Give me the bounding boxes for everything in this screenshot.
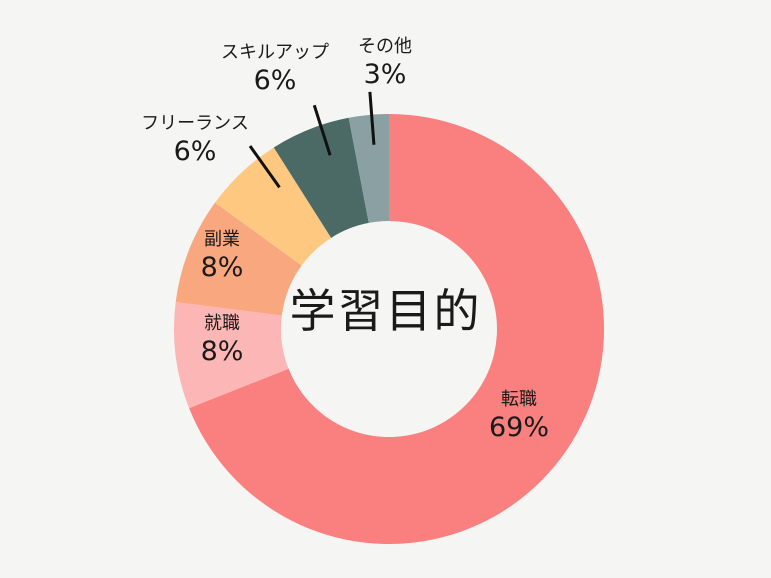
label-転職: 転職 69% xyxy=(489,389,549,445)
label-フリーランス: フリーランス 6% xyxy=(141,113,249,169)
slice-value-other: 3% xyxy=(363,59,407,90)
slice-2 xyxy=(175,202,302,316)
slice-label-tenshoku: 転職 xyxy=(500,389,537,410)
slice-label-shushoku: 就職 xyxy=(204,313,240,334)
slice-5 xyxy=(348,114,389,223)
label-副業: 副業 8% xyxy=(201,229,244,285)
slice-label-fukugyo: 副業 xyxy=(204,229,240,250)
label-スキルアップ: スキルアップ 6% xyxy=(221,42,329,98)
slice-value-shushoku: 8% xyxy=(200,336,244,367)
label-その他: その他 3% xyxy=(358,36,412,92)
slice-0 xyxy=(189,114,605,544)
slice-3 xyxy=(215,147,332,266)
slice-value-fukugyo: 8% xyxy=(200,252,244,283)
slice-value-skillup: 6% xyxy=(253,65,297,96)
slice-4 xyxy=(273,117,369,238)
leader-line-3 xyxy=(248,145,281,189)
slice-1 xyxy=(174,302,289,409)
label-就職: 就職 8% xyxy=(201,313,244,369)
leader-line-4 xyxy=(312,104,332,156)
slice-label-other: その他 xyxy=(358,36,412,57)
chart-title: 学習目的 xyxy=(289,284,482,338)
leader-line-5 xyxy=(368,91,376,145)
slice-value-tenshoku: 69% xyxy=(488,412,550,443)
slice-value-freelance: 6% xyxy=(173,136,217,167)
slice-label-freelance: フリーランス xyxy=(141,113,249,134)
slice-label-skillup: スキルアップ xyxy=(221,42,329,63)
